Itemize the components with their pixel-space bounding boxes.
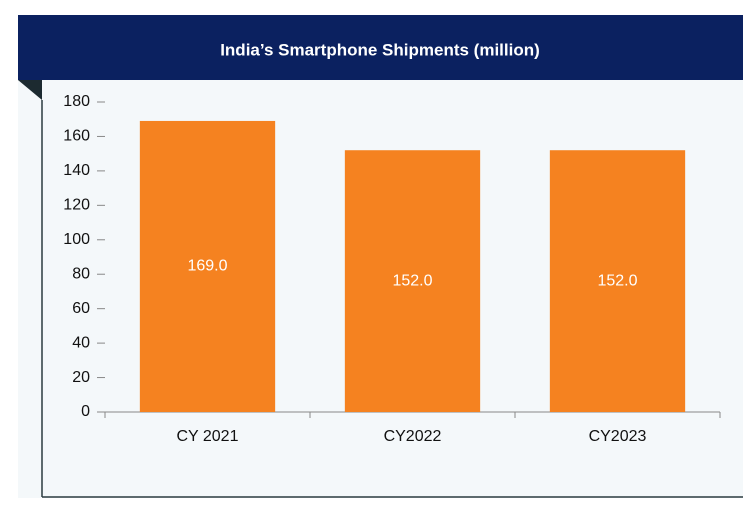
value-label: 169.0 xyxy=(187,258,227,275)
value-label: 152.0 xyxy=(597,272,637,289)
y-tick-label: 20 xyxy=(72,369,90,386)
y-tick-label: 40 xyxy=(72,334,90,351)
title-banner xyxy=(18,15,743,80)
x-tick-label: CY2022 xyxy=(384,428,442,445)
y-tick-label: 80 xyxy=(72,265,90,282)
y-tick-label: 160 xyxy=(63,128,90,145)
y-tick-label: 180 xyxy=(63,93,90,110)
y-tick-label: 120 xyxy=(63,197,90,214)
y-tick-label: 100 xyxy=(63,231,90,248)
x-tick-label: CY2023 xyxy=(589,428,647,445)
bar xyxy=(139,120,276,412)
value-label: 152.0 xyxy=(392,272,432,289)
chart-title: India’s Smartphone Shipments (million) xyxy=(220,40,540,59)
bar xyxy=(549,150,686,412)
x-tick-label: CY 2021 xyxy=(177,428,239,445)
y-tick-label: 140 xyxy=(63,162,90,179)
y-tick-label: 60 xyxy=(72,300,90,317)
banner-fold xyxy=(18,80,42,100)
bar xyxy=(344,150,481,412)
y-tick-label: 0 xyxy=(81,403,90,420)
